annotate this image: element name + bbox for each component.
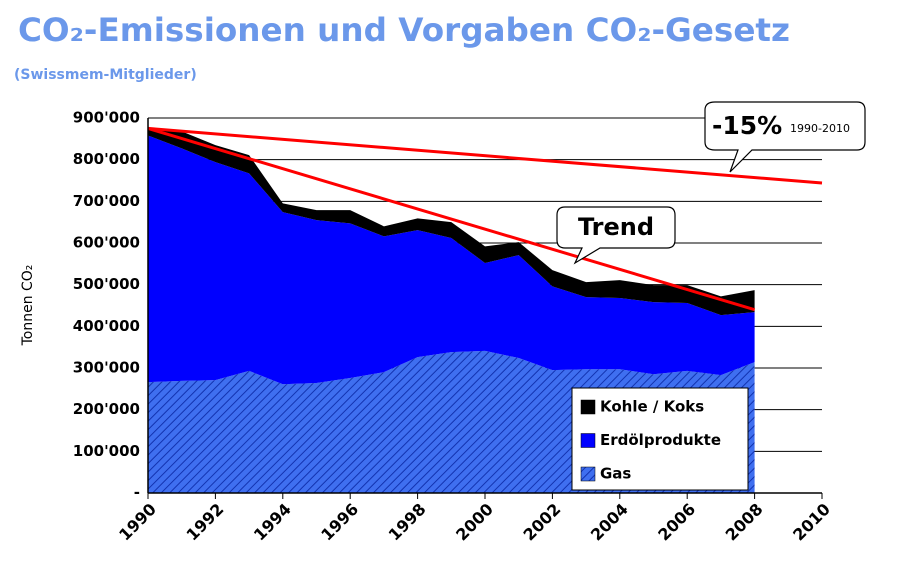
- legend-label: Erdölprodukte: [600, 431, 721, 449]
- legend-box: [571, 387, 749, 491]
- callout-target: -15% 1990-2010: [704, 101, 866, 173]
- x-tick-label: 1992: [182, 500, 227, 545]
- x-tick-label: 2008: [722, 500, 767, 545]
- y-tick-label: 900'000: [73, 109, 140, 127]
- callout-trend: Trend: [556, 206, 676, 265]
- x-tick-label: 1994: [250, 500, 295, 545]
- y-tick-label: 500'000: [73, 275, 140, 293]
- x-tick-label: 2004: [587, 500, 632, 545]
- y-tick-label: 600'000: [73, 234, 140, 252]
- y-tick-label: 700'000: [73, 192, 140, 210]
- annotation: 1990-2010: [790, 122, 850, 135]
- area: [148, 135, 755, 385]
- y-tick-label: 400'000: [73, 317, 140, 335]
- x-tick-label: 2006: [654, 500, 699, 545]
- callout-box: [704, 101, 866, 173]
- chart-subtitle: (Swissmem-Mitglieder): [14, 67, 197, 83]
- y-tick-label: 800'000: [73, 150, 140, 168]
- y-axis-label: Tonnen CO₂: [20, 265, 36, 347]
- legend-swatch: [580, 466, 596, 482]
- y-tick-label: -: [134, 484, 140, 502]
- x-tick-label: 2000: [452, 500, 497, 545]
- y-tick-label: 100'000: [73, 442, 140, 460]
- legend: Kohle / Koks Erdölprodukte Gas: [571, 387, 749, 491]
- legend-swatch: [580, 433, 596, 448]
- x-tick-label: 2002: [519, 500, 564, 545]
- x-tick-label: 1998: [385, 500, 430, 545]
- x-tick-label: 1990: [115, 500, 160, 545]
- y-tick-label: 200'000: [73, 400, 140, 418]
- legend-swatch: [580, 399, 596, 415]
- annotation: -15%: [712, 111, 782, 140]
- callout-box: [556, 206, 676, 265]
- x-tick-label: 1996: [317, 500, 362, 545]
- target-line: [147, 126, 756, 312]
- legend-label: Kohle / Koks: [600, 398, 704, 416]
- y-tick-label: 300'000: [73, 359, 140, 377]
- chart-title: CO₂-Emissionen und Vorgaben CO₂-Gesetz: [18, 11, 790, 49]
- annotation: Trend: [578, 213, 654, 241]
- target-line: [147, 126, 823, 185]
- x-tick-label: 2010: [789, 500, 834, 545]
- plot-area: - 100'000 200'000 300'000 400'000 500'000 600'…: [73, 109, 834, 545]
- legend-label: Gas: [600, 465, 631, 483]
